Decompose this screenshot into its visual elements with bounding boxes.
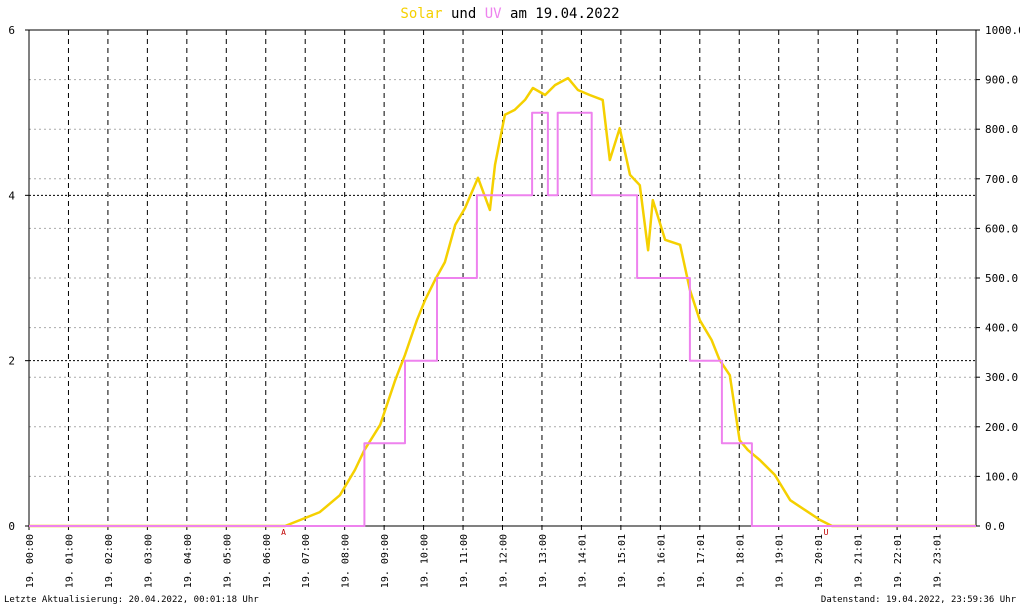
x-tick-label: 19. 20:01	[814, 534, 825, 588]
y2-tick-label: 600.0	[985, 222, 1018, 235]
y2-tick-label: 1000.0	[985, 24, 1020, 37]
x-tick-label: 19. 01:00	[64, 534, 75, 588]
x-tick-label: 19. 03:00	[143, 534, 154, 588]
title-uv: UV	[485, 6, 502, 22]
x-tick-label: 19. 21:01	[854, 534, 865, 588]
x-tick-label: 19. 09:00	[380, 534, 391, 588]
y2-tick-label: 400.0	[985, 322, 1018, 335]
y2-tick-label: 500.0	[985, 272, 1018, 285]
footer-right: Datenstand: 19.04.2022, 23:59:36 Uhr	[821, 595, 1017, 605]
x-tick-label: 19. 10:00	[420, 534, 431, 588]
sun-marker: U	[824, 528, 829, 537]
x-tick-label: 19. 15:01	[617, 534, 628, 588]
x-tick-label: 19. 06:00	[262, 534, 273, 588]
y2-tick-label: 900.0	[985, 74, 1018, 87]
footer-left: Letzte Aktualisierung: 20.04.2022, 00:01…	[4, 595, 259, 605]
x-tick-label: 19. 14:01	[577, 534, 588, 588]
x-tick-label: 19. 07:00	[301, 534, 312, 588]
plot-frame	[28, 29, 977, 527]
x-tick-label: 19. 04:00	[183, 534, 194, 588]
x-tick-label: 19. 02:00	[104, 534, 115, 588]
title-suffix: am 19.04.2022	[510, 6, 620, 22]
series-line	[29, 111, 976, 527]
x-tick-label: 19. 23:01	[933, 534, 944, 588]
x-tick-label: 19. 19:01	[775, 534, 786, 588]
x-tick-label: 19. 08:00	[341, 534, 352, 588]
y2-tick-label: 100.0	[985, 470, 1018, 483]
x-tick-label: 19. 11:00	[459, 534, 470, 588]
y-tick-label: 0	[8, 520, 15, 533]
y2-tick-label: 0.0	[985, 520, 1005, 533]
title-solar: Solar	[400, 6, 442, 22]
y2-tick-label: 700.0	[985, 173, 1018, 186]
y-tick-label: 2	[8, 355, 15, 368]
x-tick-label: 19. 05:00	[222, 534, 233, 588]
y-tick-label: 4	[8, 189, 15, 202]
x-tick-label: 19. 12:00	[499, 534, 510, 588]
x-tick-label: 19. 00:00	[25, 534, 36, 588]
x-tick-label: 19. 17:01	[696, 534, 707, 588]
x-tick-label: 19. 13:00	[538, 534, 549, 588]
y2-tick-label: 300.0	[985, 371, 1018, 384]
y2-tick-label: 800.0	[985, 123, 1018, 136]
y-tick-label: 6	[8, 24, 15, 37]
x-tick-label: 19. 18:01	[735, 534, 746, 588]
series-line	[29, 76, 976, 528]
x-tick-label: 19. 22:01	[893, 534, 904, 588]
title-join: und	[451, 6, 476, 22]
y2-tick-label: 200.0	[985, 421, 1018, 434]
x-tick-label: 19. 16:01	[656, 534, 667, 588]
chart-title: Solar und UV am 19.04.2022	[400, 6, 619, 22]
sun-marker: A	[281, 528, 286, 537]
